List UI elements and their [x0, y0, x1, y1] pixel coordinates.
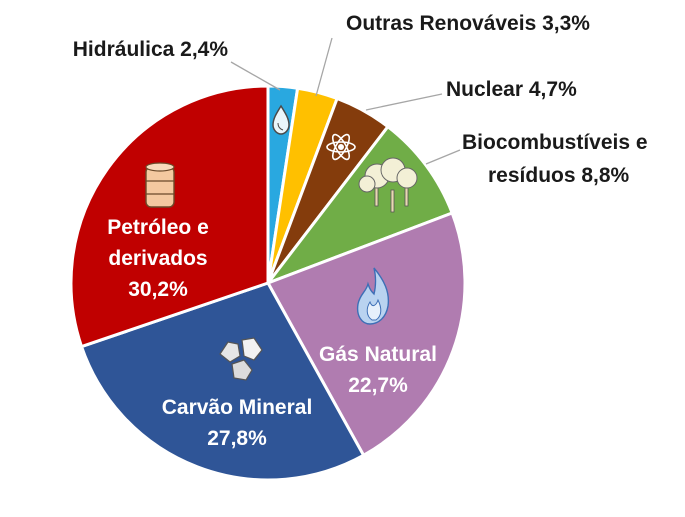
slice-label-line: Nuclear 4,7% [446, 78, 577, 101]
pie-slices [69, 84, 467, 482]
pie-slice-biocombustiveis-e-residuos [266, 125, 454, 285]
slice-label-line: derivados [108, 247, 207, 270]
slice-label-carvao-mineral: Carvão Mineral 27,8% [162, 396, 313, 450]
slice-label-line: Hidráulica 2,4% [73, 38, 229, 61]
leader-line-outras-renovaveis [315, 37, 333, 97]
pie-slice-gas-natural [266, 211, 467, 457]
slice-label-line: Carvão Mineral [162, 396, 313, 419]
slice-label-line: Petróleo e [107, 216, 209, 239]
oil-barrel-icon [145, 162, 175, 208]
slice-label-petroleo-e-derivados: Petróleo e derivados 30,2% [107, 216, 209, 301]
leader-line-biocombustiveis-e-residuos [425, 149, 461, 165]
pie-slice-carvao-mineral [80, 281, 366, 482]
leader-lines [230, 37, 461, 165]
leader-line-nuclear [365, 93, 443, 111]
slice-label-line: Outras Renováveis 3,3% [346, 12, 590, 35]
slice-label-gas-natural: Gás Natural 22,7% [319, 343, 437, 397]
slice-label-hidraulica: Hidráulica 2,4% [73, 38, 229, 61]
slice-label-line: 30,2% [128, 278, 188, 301]
slice-label-outras-renovaveis: Outras Renováveis 3,3% [346, 12, 590, 35]
slice-label-line: resíduos 8,8% [488, 164, 630, 187]
trees-icon [358, 157, 418, 213]
flame-icon [356, 267, 390, 325]
slice-label-nuclear: Nuclear 4,7% [446, 78, 577, 101]
atom-icon [326, 133, 356, 161]
slice-label-line: 22,7% [348, 374, 408, 397]
coal-icon [219, 337, 263, 381]
slice-icons [145, 104, 418, 381]
slice-label-line: Biocombustíveis e [462, 131, 648, 154]
pie-slice-petroleo-e-derivados [69, 84, 270, 349]
water-drop-icon [272, 104, 290, 135]
slice-labels: Hidráulica 2,4% Outras Renováveis 3,3% Nuc… [73, 12, 648, 450]
slice-label-line: 27,8% [207, 427, 267, 450]
slice-label-biocombustiveis-e-residuos: Biocombustíveis e resíduos 8,8% [462, 131, 648, 187]
leader-line-hidraulica [230, 61, 281, 91]
slice-label-line: Gás Natural [319, 343, 437, 366]
